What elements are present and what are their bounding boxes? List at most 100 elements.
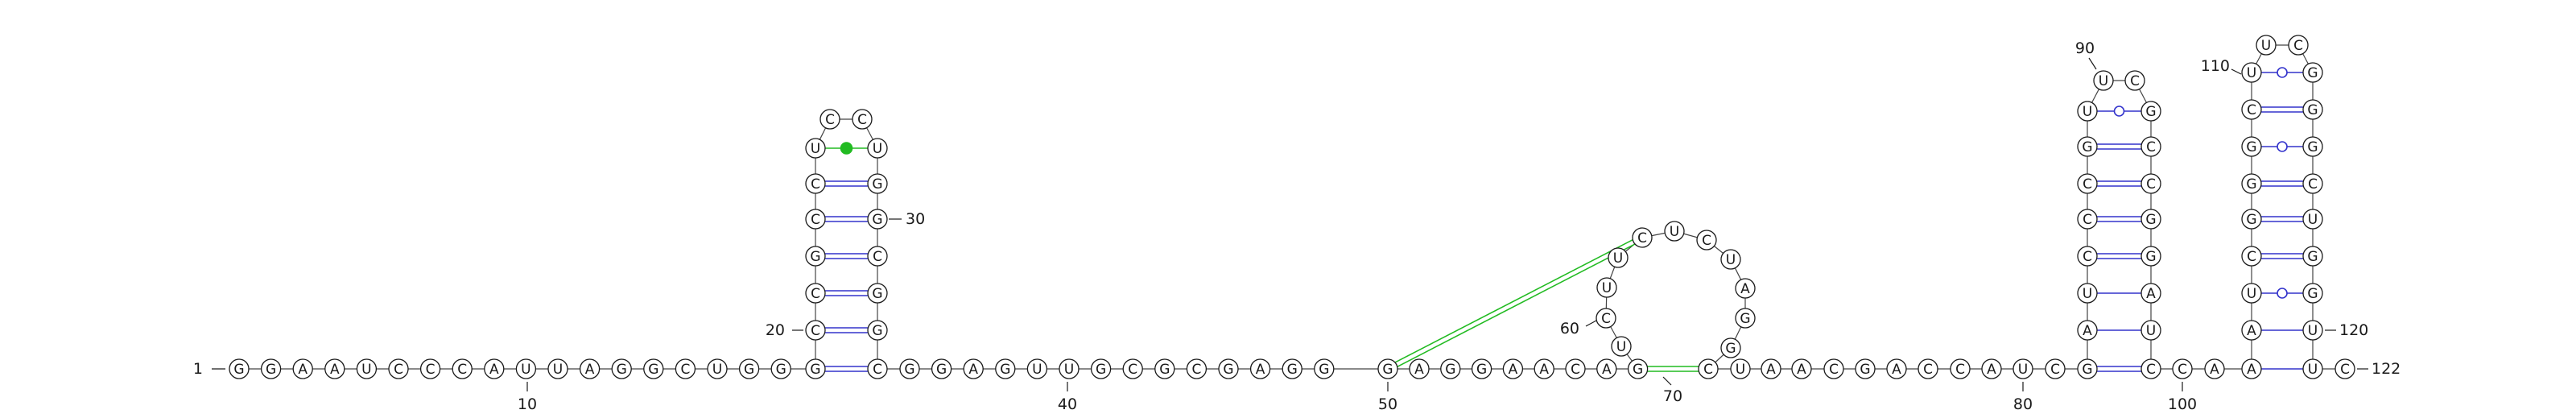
- svg-text:A: A: [2146, 286, 2156, 302]
- svg-text:C: C: [680, 362, 690, 378]
- svg-text:G: G: [810, 362, 820, 378]
- nucleotide: A: [1886, 358, 1907, 379]
- nucleotide: C: [2077, 246, 2098, 267]
- svg-text:A: A: [1509, 362, 1518, 378]
- pair-canonical: [815, 180, 877, 187]
- svg-text:U: U: [1613, 250, 1623, 267]
- svg-text:A: A: [2247, 323, 2256, 339]
- pair-gu: [2087, 106, 2151, 117]
- svg-text:C: C: [825, 112, 835, 128]
- backbone: [239, 44, 2345, 370]
- svg-text:C: C: [2308, 176, 2318, 193]
- nucleotide: C: [1823, 358, 1844, 379]
- svg-text:G: G: [872, 176, 882, 193]
- svg-text:U: U: [1736, 362, 1745, 378]
- nucleotide: C: [867, 358, 888, 379]
- svg-text:U: U: [2083, 104, 2092, 120]
- svg-text:U: U: [2308, 362, 2318, 378]
- nucleotide: U: [1730, 358, 1751, 379]
- nucleotide: C: [2140, 358, 2161, 379]
- nucleotide: U: [2302, 320, 2323, 341]
- nucleotide: A: [324, 358, 345, 379]
- nucleotide: G: [1471, 358, 1492, 379]
- nucleotide: G: [1090, 358, 1112, 379]
- svg-text:G: G: [2307, 249, 2318, 265]
- nucleotide: A: [484, 358, 505, 379]
- svg-text:C: C: [1191, 362, 1201, 378]
- svg-text:U: U: [2308, 323, 2318, 339]
- nucleotide: G: [1314, 358, 1335, 379]
- nucleotide: G: [867, 320, 888, 341]
- nucleotide: C: [388, 358, 409, 379]
- nucleotide: G: [1735, 308, 1756, 329]
- svg-text:A: A: [585, 362, 595, 378]
- svg-text:G: G: [872, 286, 882, 302]
- nucleotide: A: [1761, 358, 1781, 379]
- nucleotide: A: [292, 358, 313, 379]
- nucleotide: U: [547, 358, 568, 379]
- nucleotide: G: [770, 358, 791, 379]
- nucleotide: C: [2140, 136, 2161, 157]
- nucleotide: G: [1627, 358, 1649, 379]
- svg-text:C: C: [811, 286, 820, 302]
- svg-text:G: G: [810, 249, 820, 265]
- svg-text:G: G: [233, 362, 244, 378]
- svg-text:U: U: [2247, 65, 2256, 81]
- svg-text:G: G: [2145, 249, 2156, 265]
- svg-text:C: C: [394, 362, 403, 378]
- svg-text:C: C: [1829, 362, 1839, 378]
- nucleotide: G: [2140, 101, 2161, 122]
- nucleotide: C: [1596, 308, 1616, 329]
- svg-text:G: G: [872, 212, 882, 228]
- pair-canonical: [2087, 366, 2151, 372]
- svg-text:C: C: [2146, 139, 2156, 155]
- svg-text:C: C: [873, 362, 882, 378]
- svg-text:G: G: [1223, 362, 1233, 378]
- pair-canonical: [815, 290, 877, 296]
- nucleotide: U: [867, 138, 888, 159]
- nucleotide: U: [1059, 358, 1080, 379]
- pair-canonical: [2087, 253, 2151, 259]
- svg-text:U: U: [2083, 286, 2092, 302]
- nucleotide: A: [1596, 358, 1617, 379]
- svg-text:G: G: [1725, 341, 1736, 357]
- svg-text:C: C: [2146, 362, 2156, 378]
- pair-gu: [2252, 67, 2313, 78]
- nucleotide: C: [1186, 358, 1208, 379]
- svg-text:G: G: [2307, 65, 2318, 81]
- nucleotide: C: [452, 358, 473, 379]
- svg-text:G: G: [1000, 362, 1010, 378]
- nucleotide: A: [1534, 358, 1554, 379]
- pair-canonical: [2087, 143, 2151, 150]
- svg-text:U: U: [2146, 323, 2156, 339]
- nucleotide: A: [2241, 358, 2262, 379]
- svg-text:G: G: [2307, 286, 2318, 302]
- nucleotide: C: [1950, 358, 1971, 379]
- svg-text:C: C: [1637, 230, 1647, 246]
- svg-text:C: C: [2247, 102, 2256, 118]
- nucleotide: G: [931, 358, 952, 379]
- nucleotide: G: [1720, 337, 1741, 358]
- nucleotide: U: [707, 358, 728, 379]
- svg-text:C: C: [811, 323, 820, 339]
- nucleotide: U: [1720, 249, 1741, 270]
- svg-text:U: U: [1602, 280, 1612, 296]
- svg-text:G: G: [1476, 362, 1487, 378]
- pair-canonical: [2087, 180, 2151, 187]
- nucleotide: C: [2124, 70, 2145, 91]
- svg-text:U: U: [811, 141, 820, 157]
- nucleotide: U: [2013, 358, 2033, 379]
- nucleotide: A: [579, 358, 601, 379]
- nucleotide: G: [2077, 358, 2098, 379]
- nucleotide: G: [1855, 358, 1876, 379]
- nucleotide: U: [2241, 62, 2262, 83]
- pair-canonical: [815, 366, 877, 372]
- nucleotide: G: [260, 358, 282, 379]
- svg-text:G: G: [1740, 311, 1750, 327]
- svg-text:G: G: [1159, 362, 1170, 378]
- position-number: 60: [1560, 320, 1579, 337]
- nucleotide: C: [2288, 35, 2309, 56]
- nucleotide: A: [2241, 320, 2262, 341]
- pair-canonical: [2252, 216, 2313, 222]
- nucleotide: U: [1664, 221, 1685, 242]
